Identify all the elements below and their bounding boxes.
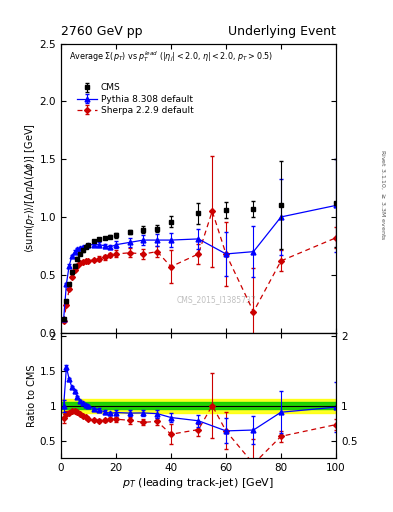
X-axis label: $p_T$ (leading track-jet) [GeV]: $p_T$ (leading track-jet) [GeV] xyxy=(123,476,274,490)
Y-axis label: Ratio to CMS: Ratio to CMS xyxy=(27,364,37,426)
Text: Underlying Event: Underlying Event xyxy=(228,26,336,38)
Text: CMS_2015_I1385737: CMS_2015_I1385737 xyxy=(176,295,256,304)
Text: 2760 GeV pp: 2760 GeV pp xyxy=(61,26,142,38)
Bar xyxy=(61,402,336,410)
Text: Average $\Sigma(p_T)$ vs $p_T^{lead}$ ($|\eta_j|<2.0$, $\eta|<2.0$, $p_T>0.5$): Average $\Sigma(p_T)$ vs $p_T^{lead}$ ($… xyxy=(69,49,274,64)
Legend: CMS, Pythia 8.308 default, Sherpa 2.2.9 default: CMS, Pythia 8.308 default, Sherpa 2.2.9 … xyxy=(73,80,197,119)
Text: Rivet 3.1.10, $\geq$ 3.3M events: Rivet 3.1.10, $\geq$ 3.3M events xyxy=(379,149,387,240)
Y-axis label: $\langle$sum$(p_T)\rangle$/$[\Delta\eta\Delta(\Delta\phi)]$ [GeV]: $\langle$sum$(p_T)\rangle$/$[\Delta\eta\… xyxy=(23,123,37,253)
Bar xyxy=(61,399,336,413)
